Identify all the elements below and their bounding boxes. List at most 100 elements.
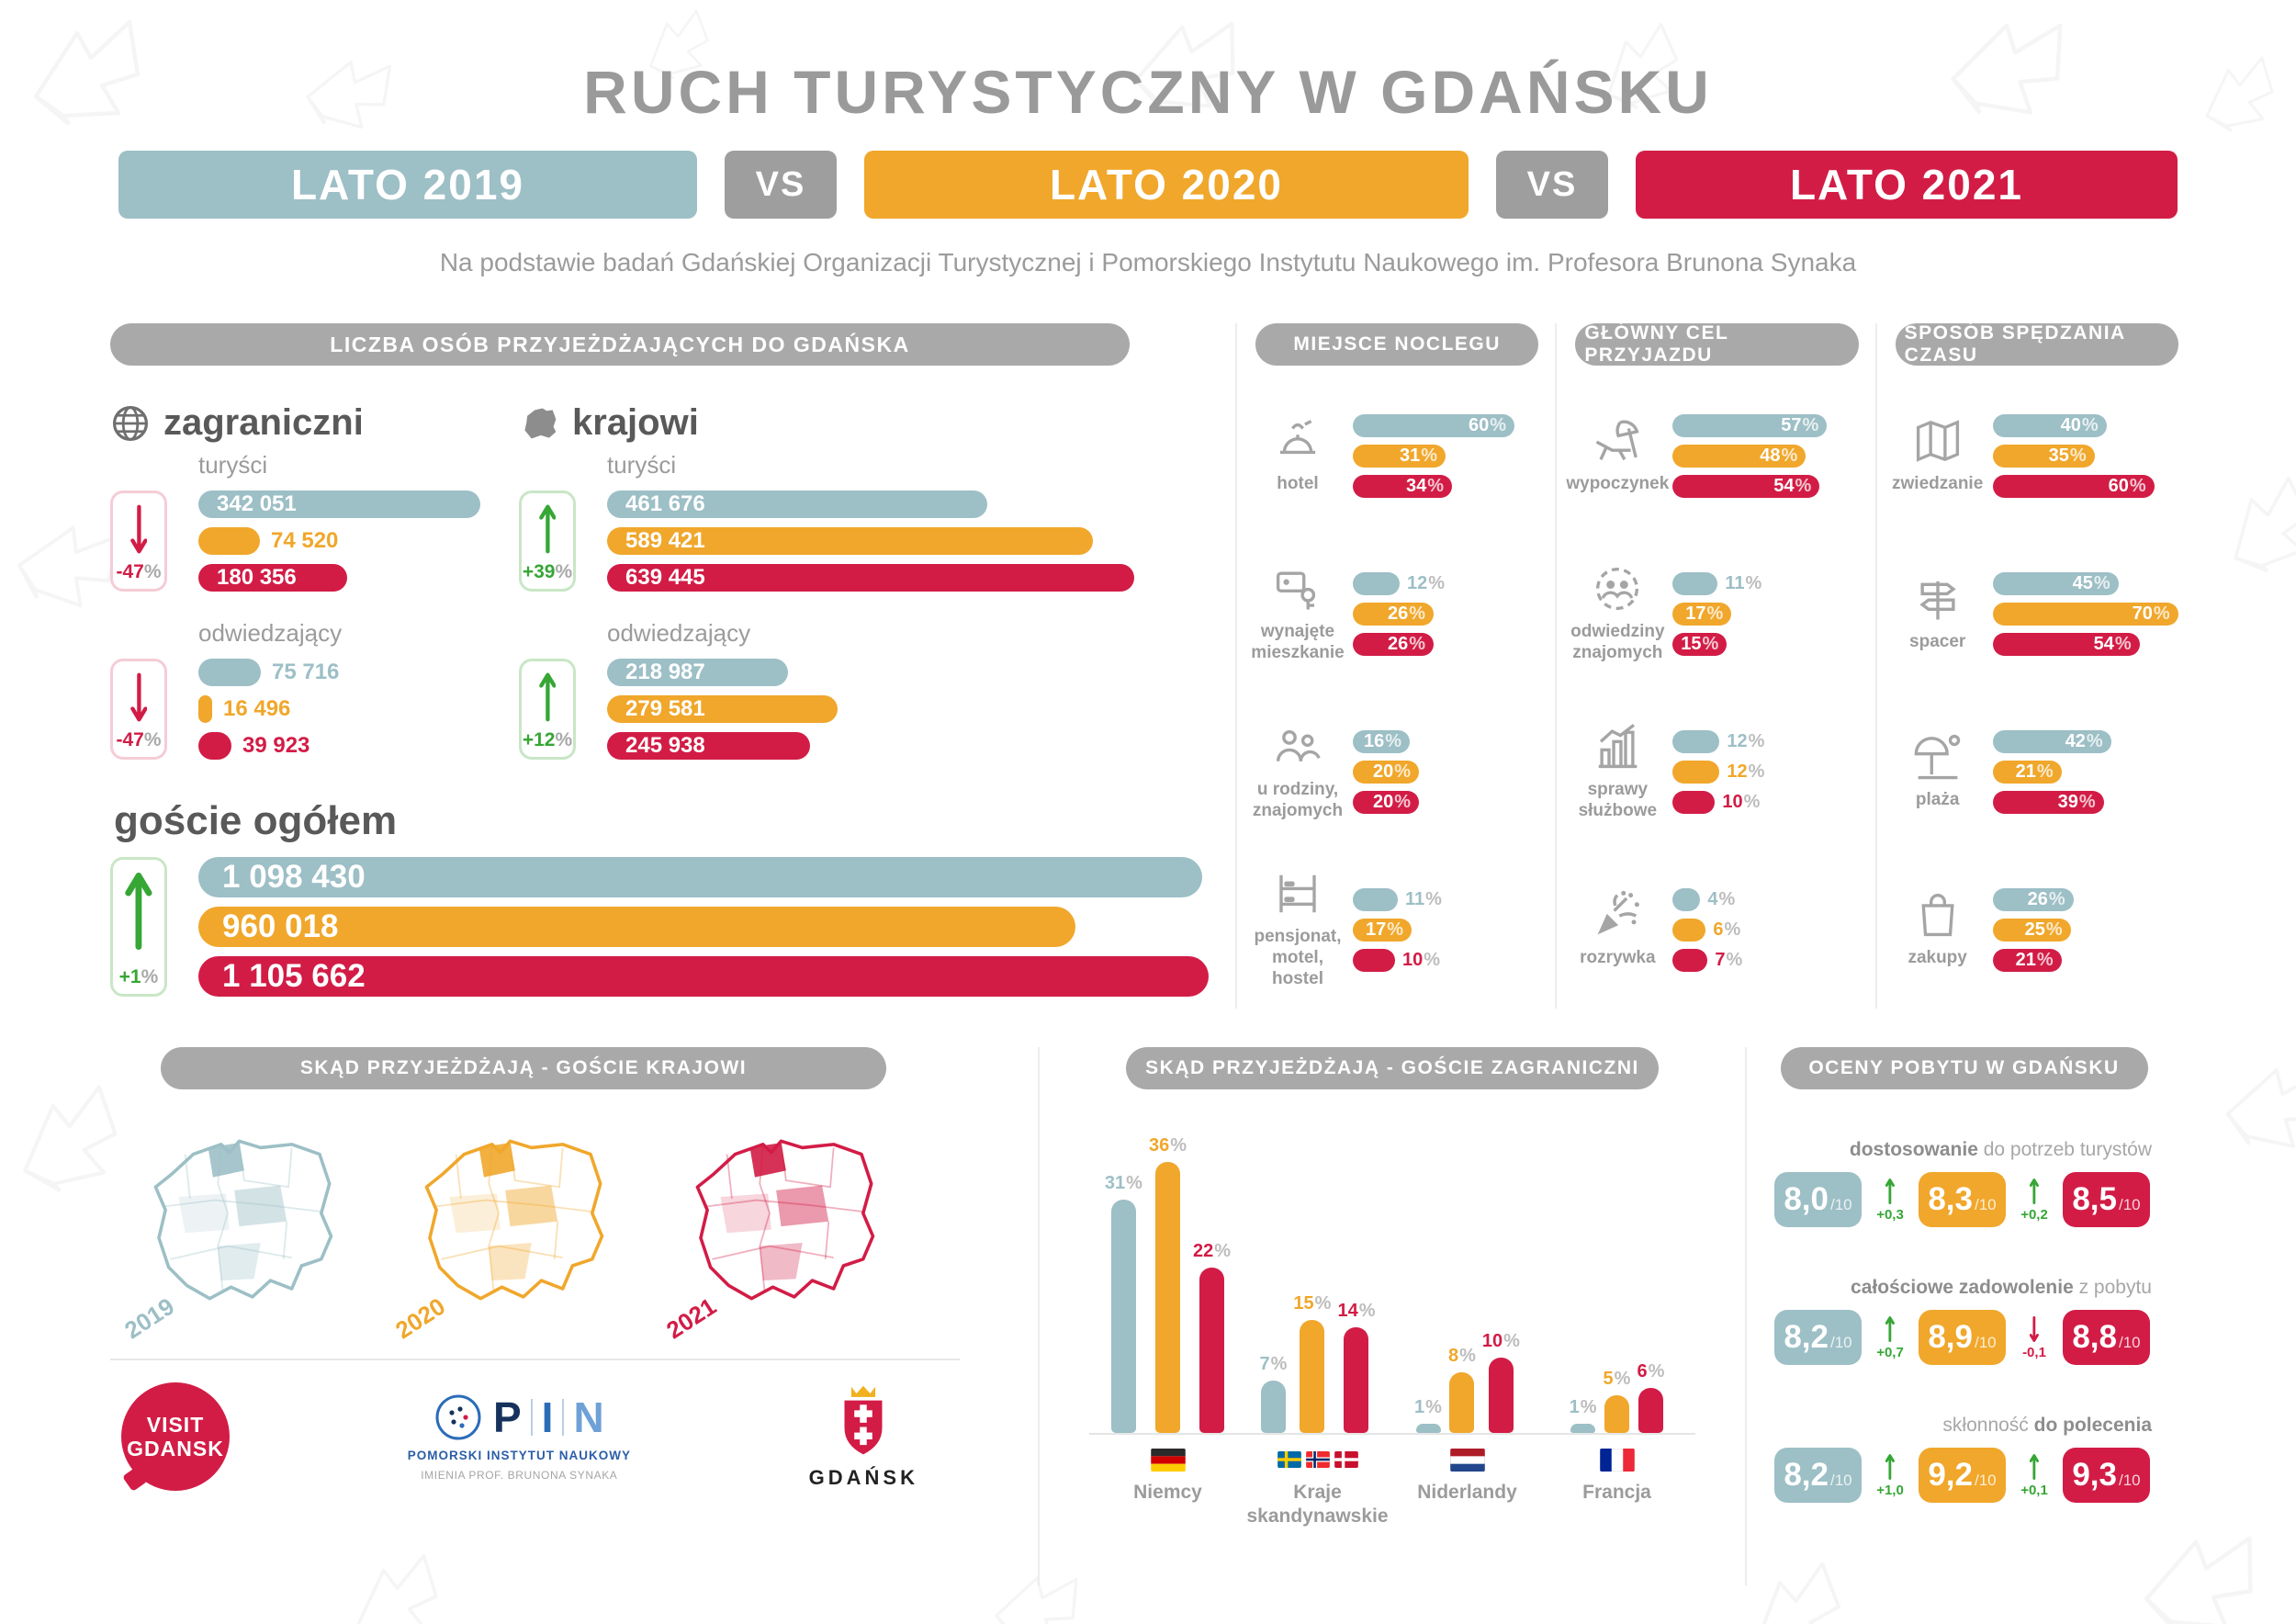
- change-indicator: +1%: [110, 857, 167, 997]
- bar-line: 17%: [1672, 602, 1871, 626]
- bar-2020: 26%: [1353, 602, 1434, 626]
- top-section: LICZBA OSÓB PRZYJEŻDŻAJĄCYCH DO GDAŃSKA …: [0, 322, 2296, 1009]
- subgroup-tury-ci: -47% 342 051 74 520 180 356: [110, 491, 519, 592]
- pin-letter-p: P: [492, 1393, 522, 1441]
- bar-line: 20%: [1353, 790, 1551, 814]
- bar-line: 26%: [1353, 632, 1551, 656]
- bar-value-label: 4%: [1707, 888, 1736, 909]
- bars-francja: 1% 5% 6%: [1550, 1361, 1683, 1433]
- bars-kraje-skandynawskie: 7% 15% 14%: [1251, 1293, 1384, 1433]
- year-bars: 1 098 430 960 018 1 105 662: [198, 857, 1209, 997]
- origami-bird-watermark-icon: [2132, 1516, 2286, 1624]
- bar-line: 11%: [1353, 887, 1551, 911]
- origami-bird-watermark-icon: [2209, 463, 2296, 598]
- bar-line: 461 676: [607, 491, 1134, 518]
- bar-2019: 57%: [1672, 413, 1828, 437]
- bar-2019: 60%: [1353, 413, 1514, 437]
- business-chart-icon: [1593, 722, 1642, 772]
- bar-2020: [198, 527, 260, 555]
- year-bars: 45% 70% 54%: [1992, 571, 2191, 656]
- bar-line: 74 520: [198, 527, 480, 555]
- category-cell: u rodziny, znajomych: [1243, 722, 1353, 822]
- vs-badge: VS: [1496, 151, 1608, 219]
- rating-sk-onno-do-polecenia: skłonność do polecenia 8,2/10 +1,0 9,2/10 +0…: [1774, 1415, 2154, 1503]
- bar-2020: 960 018: [198, 907, 1075, 947]
- delta-indicator: +0,3: [1862, 1178, 1919, 1223]
- row-odwiedziny-znajomych: odwiedziny znajomych 11% 17% 15%: [1562, 535, 1871, 693]
- signpost-icon: [1913, 574, 1963, 624]
- category-rows: zwiedzanie 40% 35% 60% spacer 45% 70% 54% plaża 4…: [1883, 377, 2191, 1009]
- rating-label: dostosowanie do potrzeb turystów: [1849, 1139, 2152, 1160]
- pin-letters: P I N: [493, 1393, 604, 1442]
- section-arrivals: LICZBA OSÓB PRZYJEŻDŻAJĄCYCH DO GDAŃSKA …: [110, 323, 1235, 1009]
- beach-lounger-icon: [1593, 416, 1642, 466]
- delta-indicator: +1,0: [1862, 1453, 1919, 1498]
- delta-indicator: +0,1: [2006, 1453, 2063, 1498]
- bar-value-label: 14%: [1337, 1301, 1376, 1321]
- pin-caption-2: IMIENIA PROF. BRUNONA SYNAKA: [421, 1468, 618, 1482]
- bar-line: 4%: [1672, 887, 1871, 911]
- pin-divider: [562, 1398, 565, 1436]
- bar-line: 7%: [1672, 948, 1871, 972]
- bar-column: 36%: [1149, 1135, 1187, 1433]
- origami-bird-watermark-icon: [4, 1074, 152, 1217]
- bar-value-label: 10%: [1481, 1331, 1520, 1351]
- scandinavia-flag-icon: [1277, 1448, 1358, 1472]
- bar-value-label: 1%: [1414, 1397, 1442, 1417]
- row-wynaj-te-mieszkanie: wynajęte mieszkanie 12% 26% 26%: [1243, 535, 1551, 693]
- bar-column: 22%: [1193, 1241, 1231, 1433]
- bar-line: 12%: [1353, 571, 1551, 595]
- score-2021: 9,3/10: [2063, 1448, 2150, 1503]
- bar-line: 34%: [1353, 474, 1551, 498]
- bar-2019: [1672, 729, 1720, 753]
- total-guests-title: goście ogółem: [114, 798, 398, 843]
- bar-2019: [198, 659, 261, 686]
- bar-2020: [1604, 1395, 1629, 1433]
- page-subtitle: Na podstawie badań Gdańskiej Organizacji…: [439, 248, 1857, 276]
- reception-bell-icon: [1273, 416, 1322, 466]
- country-name: Niderlandy: [1417, 1482, 1517, 1503]
- subgroup-label: odwiedzający: [607, 619, 751, 647]
- year-bars: 57% 48% 54%: [1672, 413, 1871, 498]
- section-miejsce-noclegu: MIEJSCE NOCLEGU hotel 60% 31% 34% wynajęte mi…: [1235, 323, 1555, 1009]
- bar-line: 31%: [1353, 444, 1551, 468]
- pin-caption-1: POMORSKI INSTYTUT NAUKOWY: [407, 1448, 631, 1462]
- bar-2019: 342 051: [198, 491, 480, 518]
- origami-bird-watermark-icon: [343, 1545, 467, 1624]
- bar-line: 54%: [1992, 632, 2191, 656]
- bar-2020: [1300, 1320, 1325, 1433]
- gdansk-label: GDAŃSK: [808, 1466, 918, 1490]
- category-rows: wypoczynek 57% 48% 54% odwiedziny znajomych 1…: [1562, 377, 1871, 1009]
- change-indicator: +39%: [519, 491, 576, 592]
- poland-map-icon: [678, 1128, 907, 1331]
- bar-2019: 45%: [1992, 571, 2119, 595]
- pin-divider: [530, 1398, 533, 1436]
- category-cell: spacer: [1883, 574, 1993, 653]
- beach-umbrella-icon: [1913, 732, 1963, 782]
- bar-value-label: 31%: [1104, 1173, 1142, 1193]
- bar-2020: 279 581: [607, 695, 838, 723]
- section-glowny-cel-przyjazdu: GŁÓWNY CEL PRZYJAZDU wypoczynek 57% 48% 54% o…: [1555, 322, 1874, 1009]
- bar-value-label: 39 923: [242, 733, 310, 758]
- page-title: RUCH TURYSTYCZNY W GDAŃSKU: [583, 58, 1713, 126]
- category-label: sprawy służbowe: [1578, 779, 1658, 820]
- subgroup-label: turyści: [198, 451, 268, 479]
- category-label: odwiedziny znajomych: [1570, 621, 1665, 662]
- category-label: zwiedzanie: [1892, 474, 1984, 494]
- year-bars: 12% 12% 10%: [1672, 729, 1871, 814]
- bar-column: 10%: [1482, 1331, 1520, 1433]
- bar-value-label: 5%: [1603, 1369, 1631, 1389]
- bar-line: 42%: [1992, 729, 2191, 753]
- section-sposob-spedzania-czasu: SPOSÓB SPĘDZANIA CZASU zwiedzanie 40% 35% 60…: [1874, 322, 2195, 1009]
- bar-line: 245 938: [607, 732, 838, 760]
- germany-flag-icon: [1150, 1448, 1186, 1472]
- arrow-down-icon: [129, 502, 148, 556]
- year-bars: 11% 17% 15%: [1672, 571, 1871, 656]
- bar-2021: [1672, 790, 1716, 814]
- pin-letter-n: N: [573, 1393, 604, 1441]
- bar-2021: 21%: [1992, 948, 2062, 972]
- bar-line: 40%: [1992, 413, 2191, 437]
- change-value: -47%: [116, 561, 162, 582]
- foreign-origin-legend: Niemcy Kraje skandynawskie Niderlandy Franc…: [1101, 1448, 1683, 1529]
- delta-indicator: -0,1: [2006, 1315, 2063, 1360]
